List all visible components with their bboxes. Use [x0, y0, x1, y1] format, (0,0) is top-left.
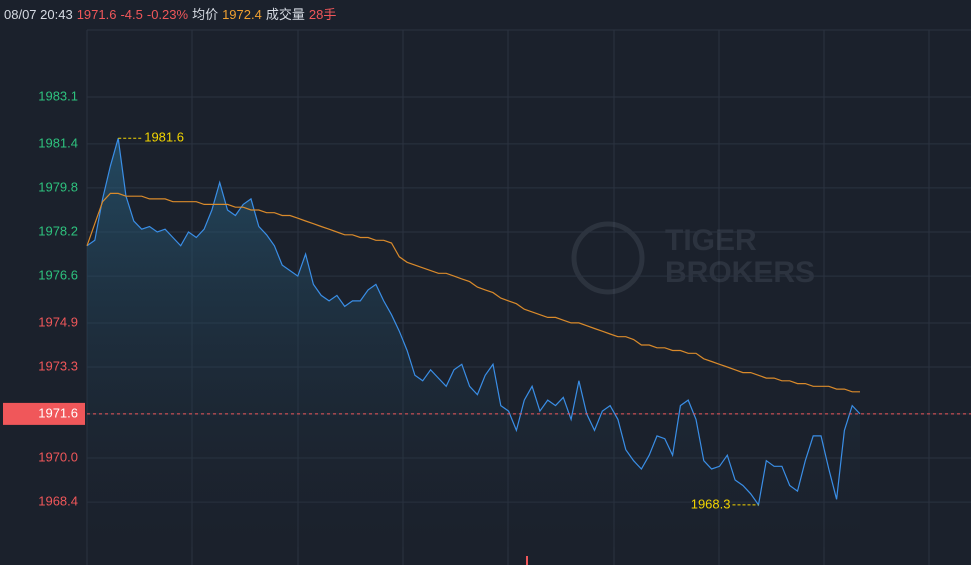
y-tick-label: 1978.2 — [38, 223, 78, 238]
avg-price: 1972.4 — [222, 7, 262, 22]
min-label: 1968.3 — [691, 496, 731, 511]
max-label: 1981.6 — [144, 130, 184, 145]
logo — [571, 221, 645, 295]
avg-line — [86, 192, 860, 393]
price: 1971.6 — [76, 7, 117, 22]
watermark: TIGER BROKERS — [571, 221, 815, 295]
y-tick-label: 1968.4 — [38, 494, 78, 509]
change: -4.5 — [120, 7, 143, 22]
current-price-label: 1971.6 — [38, 405, 78, 420]
y-tick-label: 1973.3 — [38, 358, 78, 373]
y-tick-label: 1979.8 — [38, 179, 78, 194]
price-area — [87, 138, 860, 548]
volume-label: 成交量 — [265, 7, 305, 22]
change-pct: -0.23% — [146, 7, 189, 22]
y-tick-label: 1976.6 — [38, 268, 78, 283]
volume: 28手 — [308, 7, 337, 22]
y-tick-label: 1981.4 — [38, 135, 78, 150]
datetime: 08/07 20:43 — [4, 7, 73, 22]
avg-label: 均价 — [192, 7, 219, 22]
y-tick-label: 1970.0 — [38, 449, 78, 464]
header: 08/07 20:43 1971.6 -4.5 -0.23% 均价 1972.4 成交量 28… — [4, 4, 340, 23]
price-line — [86, 138, 861, 507]
watermark-line: BROKERS — [665, 256, 815, 289]
y-tick-label: 1983.1 — [38, 88, 78, 103]
current-price-box — [3, 402, 85, 425]
watermark-line: TIGER — [665, 224, 757, 257]
y-tick-label: 1974.9 — [38, 314, 78, 329]
